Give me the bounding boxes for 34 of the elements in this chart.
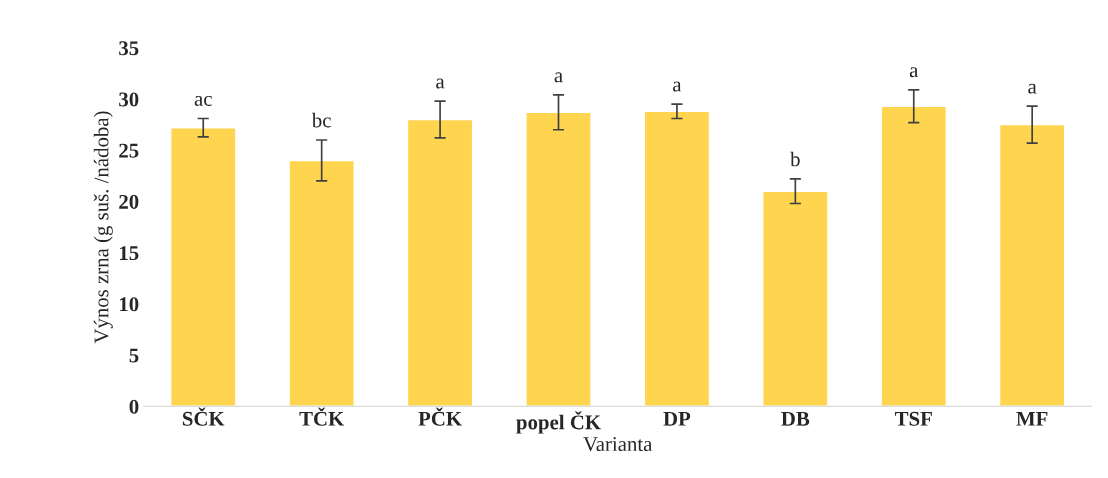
annotation: a xyxy=(436,78,445,89)
bar xyxy=(998,123,1066,407)
annotation: b xyxy=(790,151,800,167)
x-tick-label: PČK xyxy=(418,407,462,426)
annotation: ac xyxy=(194,95,212,106)
y-tick-label: 35 xyxy=(119,41,139,56)
bar xyxy=(880,105,948,407)
y-tick-label: 10 xyxy=(120,297,139,312)
x-tick-label: MF xyxy=(1016,411,1048,426)
y-tick-label: 5 xyxy=(129,348,139,363)
y-tick-label: 15 xyxy=(120,246,139,261)
annotation: bc xyxy=(311,112,331,128)
y-tick-label: 20 xyxy=(119,194,139,209)
x-tick-label: SČK xyxy=(182,407,225,426)
annotation: a xyxy=(909,67,919,78)
annotation: a xyxy=(554,72,563,83)
annotation: a xyxy=(1028,83,1037,94)
bar xyxy=(643,110,711,407)
bar xyxy=(525,111,592,407)
y-axis-title: Výnos zrna (g suš. /nádoba) xyxy=(93,111,113,344)
x-tick-label: TSF xyxy=(894,411,932,426)
x-tick-label: DP xyxy=(663,411,691,426)
bar xyxy=(169,126,237,407)
bar xyxy=(762,190,829,407)
bar xyxy=(406,118,474,407)
bar xyxy=(288,159,355,407)
x-tick-label: DB xyxy=(781,411,810,426)
x-tick-label: TČK xyxy=(299,407,345,426)
y-tick-label: 0 xyxy=(129,399,139,414)
x-axis-title: Varianta xyxy=(583,437,653,452)
y-tick-label: 25 xyxy=(119,143,139,158)
y-tick-label: 30 xyxy=(119,92,139,107)
x-tick-label: popel ČK xyxy=(516,411,601,434)
annotation: a xyxy=(673,81,682,92)
